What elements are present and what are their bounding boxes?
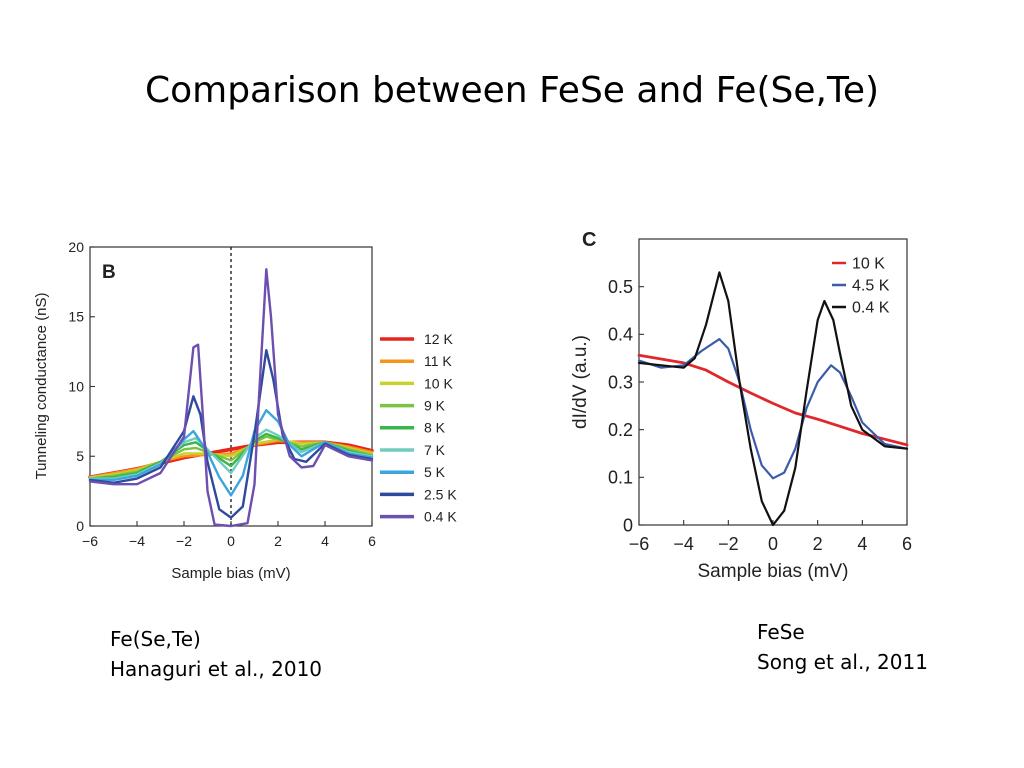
- chart-b-xtick-label: −6: [82, 533, 98, 549]
- chart-c-xtick-label: −6: [629, 534, 650, 554]
- chart-b-series-line: [88, 428, 374, 480]
- chart-b-xtick-label: 6: [368, 533, 376, 549]
- chart-b-legend-label: 5 K: [424, 464, 446, 480]
- caption-left-material: Fe(Se,Te): [110, 627, 201, 651]
- chart-c-ytick-label: 0.1: [608, 468, 633, 488]
- chart-b-legend-label: 8 K: [424, 420, 446, 436]
- chart-b-series-line: [88, 348, 374, 519]
- caption-left: Fe(Se,Te) Hanaguri et al., 2010: [110, 624, 322, 684]
- chart-c-series-line: [637, 353, 909, 447]
- chart-b-ytick-label: 5: [76, 448, 84, 464]
- chart-c-ytick-label: 0: [623, 515, 633, 535]
- chart-c-xlabel: Sample bias (mV): [698, 561, 849, 582]
- caption-right: FeSe Song et al., 2011: [757, 617, 928, 677]
- chart-b-xtick-label: −2: [176, 533, 192, 549]
- chart-b-hanaguri: B −6 −4 −2 0 2 4 6 0 5 10 15 20 Sample bias (mV) Tu…: [33, 239, 457, 582]
- chart-b-legend-label: 9 K: [424, 398, 446, 414]
- chart-c-xtick-label: 0: [768, 534, 778, 554]
- chart-b-xtick-label: 0: [227, 533, 235, 549]
- chart-b-legend-label: 2.5 K: [424, 486, 457, 502]
- chart-b-legend: 12 K 11 K 10 K 9 K 8 K 7 K 5 K 2.5 K 0.4 K: [380, 331, 457, 525]
- chart-c-legend-label: 0.4 K: [852, 300, 890, 317]
- chart-b-xtick-label: 2: [274, 533, 282, 549]
- chart-b-xtick-label: 4: [321, 533, 329, 549]
- chart-b-ylabel: Tunneling conductance (nS): [33, 292, 50, 479]
- chart-b-legend-label: 12 K: [424, 331, 453, 347]
- chart-c-legend-label: 4.5 K: [852, 278, 890, 295]
- chart-c-legend-label: 10 K: [852, 256, 885, 273]
- chart-b-ytick-label: 15: [68, 309, 84, 325]
- chart-b-xlabel: Sample bias (mV): [171, 565, 290, 582]
- chart-c-ytick-label: 0.4: [608, 325, 633, 345]
- chart-b-series-line: [88, 408, 374, 497]
- chart-c-xtick-label: 4: [857, 534, 867, 554]
- caption-right-material: FeSe: [757, 620, 805, 644]
- caption-left-reference: Hanaguri et al., 2010: [110, 657, 323, 681]
- caption-right-reference: Song et al., 2011: [757, 650, 928, 674]
- chart-b-legend-label: 11 K: [424, 353, 452, 369]
- chart-b-series-group: [88, 268, 374, 528]
- chart-b-legend-label: 10 K: [424, 375, 453, 391]
- chart-c-ylabel: dI/dV (a.u.): [570, 335, 591, 429]
- chart-b-ytick-label: 20: [68, 239, 84, 255]
- chart-b-panel-label: B: [102, 262, 116, 283]
- chart-c-xtick-label: 6: [902, 534, 912, 554]
- chart-c-series-line: [637, 271, 909, 527]
- chart-c-ytick-label: 0.5: [608, 277, 633, 297]
- chart-b-xtick-label: −4: [129, 533, 145, 549]
- chart-c-panel-label: C: [582, 229, 596, 251]
- chart-c-legend: 10 K 4.5 K 0.4 K: [832, 256, 890, 317]
- chart-c-ytick-label: 0.2: [608, 420, 633, 440]
- chart-c-xtick-label: 2: [813, 534, 823, 554]
- chart-b-legend-label: 7 K: [424, 442, 446, 458]
- chart-c-xtick-label: −4: [673, 534, 694, 554]
- chart-b-legend-label: 0.4 K: [424, 509, 457, 525]
- chart-c-series-group: [637, 271, 909, 527]
- chart-c-xtick-label: −2: [718, 534, 739, 554]
- chart-c-song: C −6 −4 −2 0 2 4 6 0 0.1 0.2 0.3 0.4 0.5 Sample bias…: [570, 229, 912, 582]
- chart-b-ytick-label: 0: [76, 518, 84, 534]
- chart-c-ytick-label: 0.3: [608, 372, 633, 392]
- chart-c-axes: −6 −4 −2 0 2 4 6 0 0.1 0.2 0.3 0.4 0.5: [608, 277, 912, 554]
- chart-b-series-line: [88, 268, 374, 528]
- chart-b-ytick-label: 10: [68, 378, 84, 394]
- slide-title: Comparison between FeSe and Fe(Se,Te): [144, 70, 880, 111]
